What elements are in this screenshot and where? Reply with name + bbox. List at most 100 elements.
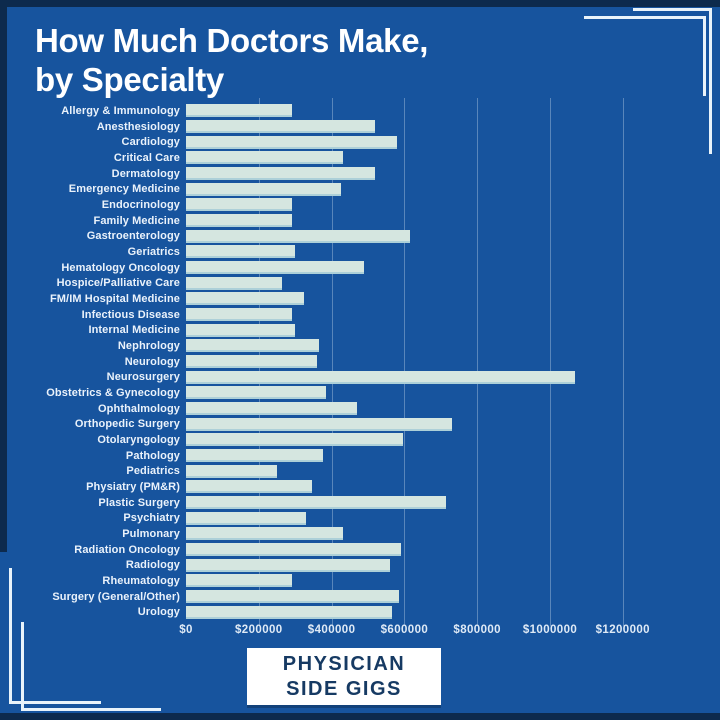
bar-track <box>186 449 641 463</box>
x-tick-label: $1000000 <box>522 624 578 636</box>
bar-track <box>186 323 641 337</box>
category-label: Neurology <box>124 355 180 368</box>
bar <box>186 417 452 431</box>
corner-bracket-bottom-left-outer-v <box>9 568 12 704</box>
bar <box>186 511 307 525</box>
chart-row: Critical Care <box>0 150 641 166</box>
chart-row: Physiatry (PM&R) <box>0 479 641 495</box>
chart-row: Urology <box>0 605 641 621</box>
category-label: Physiatry (PM&R) <box>86 480 180 493</box>
bar-track <box>186 339 641 353</box>
bar <box>186 527 343 541</box>
x-tick-label: $0 <box>179 624 193 636</box>
chart-row: Neurosurgery <box>0 369 641 385</box>
corner-bracket-bottom-left-inner-v <box>21 622 24 711</box>
bar <box>186 449 323 463</box>
page-title-line1: How Much Doctors Make, <box>35 22 429 59</box>
bar-track <box>186 574 641 588</box>
bar-track <box>186 167 641 181</box>
corner-bracket-top-right-inner-v <box>703 16 706 96</box>
chart-row: Pediatrics <box>0 463 641 479</box>
category-label: Radiology <box>125 559 180 572</box>
bar <box>186 402 358 416</box>
category-label: Internal Medicine <box>88 324 180 337</box>
category-label: Pathology <box>125 449 180 462</box>
chart-row: Rheumatology <box>0 573 641 589</box>
bar-track <box>186 261 641 275</box>
chart-row: Neurology <box>0 354 641 370</box>
bar <box>186 151 343 165</box>
category-label: Otolaryngology <box>97 433 180 446</box>
bar-track <box>186 276 641 290</box>
bar-track <box>186 135 641 149</box>
category-label: Pediatrics <box>126 465 180 478</box>
bar-track <box>186 402 641 416</box>
corner-bracket-top-right-outer-h <box>633 8 712 11</box>
bar <box>186 590 399 604</box>
bar-track <box>186 543 641 557</box>
bar-track <box>186 370 641 384</box>
bar <box>186 214 292 228</box>
gridline-1200000 <box>622 98 624 626</box>
corner-bracket-bottom-left-outer-h <box>9 701 101 704</box>
bar-track <box>186 229 641 243</box>
page-title: How Much Doctors Make, by Specialty <box>35 22 428 100</box>
chart-row: Plastic Surgery <box>0 495 641 511</box>
category-label: Emergency Medicine <box>68 183 180 196</box>
corner-bracket-top-right-inner-h <box>584 16 706 19</box>
bar <box>186 480 312 494</box>
bar-track <box>186 292 641 306</box>
x-axis-tick-labels: $0 $200000 $400000 $600000 $800000 $1000000 $1… <box>179 624 649 642</box>
chart-row: Radiation Oncology <box>0 542 641 558</box>
bar <box>186 558 390 572</box>
bar <box>186 370 576 384</box>
bar <box>186 339 319 353</box>
category-label: Urology <box>137 606 180 619</box>
category-label: Critical Care <box>113 151 180 164</box>
category-label: Surgery (General/Other) <box>52 590 180 603</box>
bar-track <box>186 433 641 447</box>
corner-bracket-bottom-left-inner-h <box>21 708 161 711</box>
bar <box>186 433 403 447</box>
gridline-1000000 <box>550 98 551 626</box>
bar-track <box>186 182 641 196</box>
chart-row: Pathology <box>0 448 641 464</box>
category-label: Obstetrics & Gynecology <box>46 386 180 399</box>
bar <box>186 104 292 118</box>
left-edge-strip <box>0 0 7 552</box>
category-label: Family Medicine <box>93 214 180 227</box>
category-label: Geriatrics <box>127 245 180 258</box>
bar-track <box>186 245 641 259</box>
bar-track <box>186 214 641 228</box>
category-label: Anesthesiology <box>96 120 180 133</box>
bar <box>186 464 277 478</box>
corner-bracket-top-right-outer-v <box>709 8 712 154</box>
gridline-600000 <box>404 98 406 626</box>
bar-track <box>186 417 641 431</box>
chart-row: Obstetrics & Gynecology <box>0 385 641 401</box>
chart-row: Otolaryngology <box>0 432 641 448</box>
category-label: Ophthalmology <box>98 402 180 415</box>
bar <box>186 167 376 181</box>
bar <box>186 229 410 243</box>
category-label: Hospice/Palliative Care <box>56 277 180 290</box>
bar <box>186 198 292 212</box>
category-label: FM/IM Hospital Medicine <box>49 292 180 305</box>
badge-line1: PHYSICIAN <box>282 652 406 675</box>
category-label: Endocrinology <box>101 198 180 211</box>
category-label: Radiation Oncology <box>74 543 180 556</box>
category-label: Psychiatry <box>123 512 180 525</box>
chart-row: Infectious Disease <box>0 307 641 323</box>
bar <box>186 355 318 369</box>
x-tick-label: $800000 <box>453 624 501 636</box>
bar <box>186 386 327 400</box>
chart-row: Endocrinology <box>0 197 641 213</box>
category-label: Cardiology <box>121 136 180 149</box>
bar-track <box>186 120 641 133</box>
bar-track <box>186 558 641 572</box>
chart-row: Ophthalmology <box>0 401 641 417</box>
category-label: Dermatology <box>111 167 180 180</box>
bar-track <box>186 151 641 165</box>
chart-row: Gastroenterology <box>0 228 641 244</box>
